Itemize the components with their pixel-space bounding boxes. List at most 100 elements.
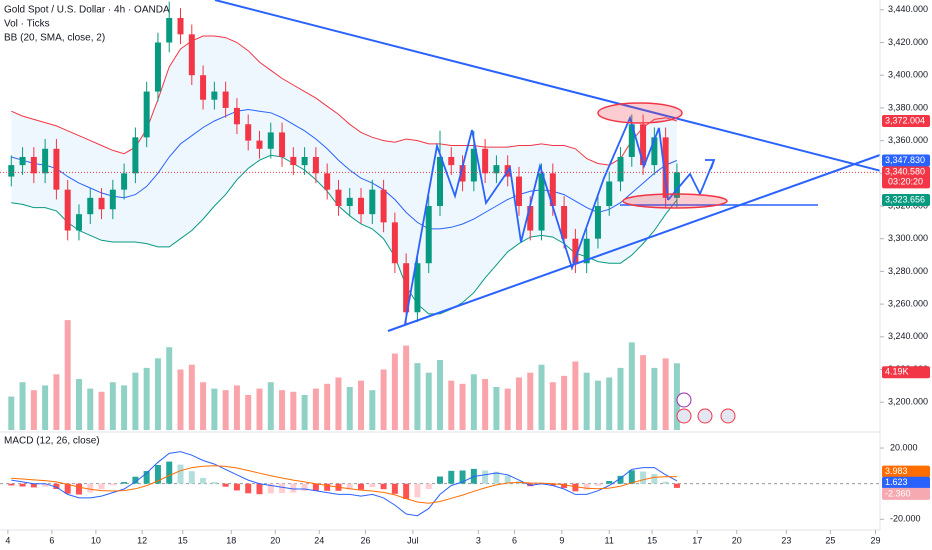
candle-body bbox=[482, 148, 489, 174]
candle-body bbox=[8, 165, 15, 177]
macd-hist-bar bbox=[53, 483, 60, 490]
volume-bar bbox=[617, 367, 624, 430]
candle-body bbox=[358, 197, 365, 215]
volume-bar bbox=[651, 367, 658, 430]
candle-body bbox=[459, 165, 466, 182]
legend: Gold Spot / U.S. Dollar · 4h · OANDA Vol… bbox=[4, 5, 170, 447]
volume-bar bbox=[515, 377, 522, 430]
candle-body bbox=[425, 206, 432, 264]
macd-hist-bar bbox=[267, 483, 274, 494]
macd-hist-bar bbox=[504, 475, 511, 484]
candle-body bbox=[640, 124, 647, 166]
bb-legend: BB (20, SMA, close, 2) bbox=[4, 33, 105, 44]
macd-hist-bar bbox=[346, 483, 353, 490]
volume-bar bbox=[324, 383, 331, 430]
event-icon[interactable] bbox=[676, 408, 692, 424]
volume-bar bbox=[233, 385, 240, 430]
volume-bar bbox=[640, 355, 647, 430]
price-tag-label: 3,347.830 bbox=[885, 155, 925, 165]
candle-body bbox=[132, 137, 139, 174]
bb-upper bbox=[11, 35, 678, 166]
macd-hist-bar bbox=[380, 483, 387, 490]
y-tick-label: 3,300.000 bbox=[888, 233, 928, 243]
macd-hist-bar bbox=[606, 481, 613, 484]
volume-bar bbox=[177, 369, 184, 430]
candle-body bbox=[617, 156, 624, 182]
macd-hist-bar bbox=[358, 483, 365, 490]
y-tick-label: 3,360.000 bbox=[888, 135, 928, 145]
macd-hist-bar bbox=[640, 471, 647, 484]
candle-body bbox=[572, 238, 579, 264]
macd-hist-bar bbox=[121, 482, 128, 484]
candle-body bbox=[538, 173, 545, 231]
candle-body bbox=[19, 156, 26, 166]
macd-hist-bar bbox=[222, 483, 229, 487]
candle-body bbox=[98, 197, 105, 210]
macd-hist-bar bbox=[256, 483, 263, 495]
event-icon[interactable] bbox=[697, 408, 713, 424]
macd-hist-bar bbox=[369, 483, 376, 488]
volume-bar bbox=[53, 374, 60, 430]
candle-body bbox=[324, 173, 331, 190]
x-tick-label: 17 bbox=[692, 535, 702, 545]
volume-bar bbox=[8, 396, 15, 430]
macd-hist-bar bbox=[109, 483, 116, 486]
macd-hist-bar bbox=[19, 483, 26, 487]
candle-body bbox=[267, 132, 274, 149]
volume-bar bbox=[673, 363, 680, 430]
macd-hist-bar bbox=[245, 483, 252, 494]
event-icon[interactable] bbox=[720, 408, 736, 424]
macd-hist-bar bbox=[391, 483, 398, 494]
volume-bar bbox=[414, 363, 421, 430]
resistance-zone bbox=[597, 102, 683, 124]
volume-bar bbox=[200, 382, 207, 430]
volume-bar bbox=[222, 390, 229, 430]
volume-bar bbox=[527, 372, 534, 430]
support-zone bbox=[622, 193, 728, 209]
candle-body bbox=[346, 197, 353, 207]
candle-body bbox=[279, 132, 286, 157]
macd-hist-bar bbox=[166, 461, 173, 484]
volume-bar bbox=[87, 388, 94, 430]
price-tag bbox=[882, 194, 930, 207]
trend-line bbox=[387, 154, 881, 332]
bb-basis bbox=[11, 108, 678, 230]
macd-hist-bar bbox=[561, 483, 568, 488]
candle-body bbox=[628, 124, 635, 157]
wave-path bbox=[404, 115, 669, 325]
macd-hist-bar bbox=[594, 483, 601, 486]
volume-bar bbox=[561, 375, 568, 430]
y-tick-label: 3,440.000 bbox=[888, 4, 928, 14]
price-tag bbox=[882, 487, 930, 500]
volume-bar bbox=[459, 383, 466, 430]
y-tick-label: 3,200.000 bbox=[888, 397, 928, 407]
candle-body bbox=[549, 173, 556, 207]
candle-body bbox=[470, 148, 477, 182]
macd-hist-bar bbox=[279, 483, 286, 493]
macd-hist-bar bbox=[290, 483, 297, 493]
volume-bar bbox=[572, 361, 579, 430]
volume-bar bbox=[594, 380, 601, 430]
macd-y-tick-label: -20.000 bbox=[890, 514, 921, 524]
volume-bar bbox=[109, 382, 116, 430]
candle-body bbox=[87, 197, 94, 215]
candle-body bbox=[583, 238, 590, 264]
candle-body bbox=[64, 189, 71, 231]
candle-body bbox=[437, 156, 443, 207]
macd-hist-bar bbox=[177, 464, 184, 484]
price-tag bbox=[882, 154, 930, 167]
volume-bar bbox=[335, 377, 342, 430]
price-axis bbox=[880, 0, 932, 550]
event-icons bbox=[676, 392, 736, 424]
volume-bar bbox=[245, 394, 252, 430]
candle-body bbox=[245, 124, 252, 141]
price-tag-label: 1.623 bbox=[885, 477, 908, 487]
candle-body bbox=[515, 176, 522, 207]
volume-bar bbox=[493, 387, 500, 430]
macd-hist-bar bbox=[448, 470, 455, 484]
candle-body bbox=[290, 156, 297, 166]
candle-body bbox=[233, 107, 240, 125]
event-icon[interactable] bbox=[676, 392, 692, 408]
volume-bar bbox=[188, 364, 195, 430]
